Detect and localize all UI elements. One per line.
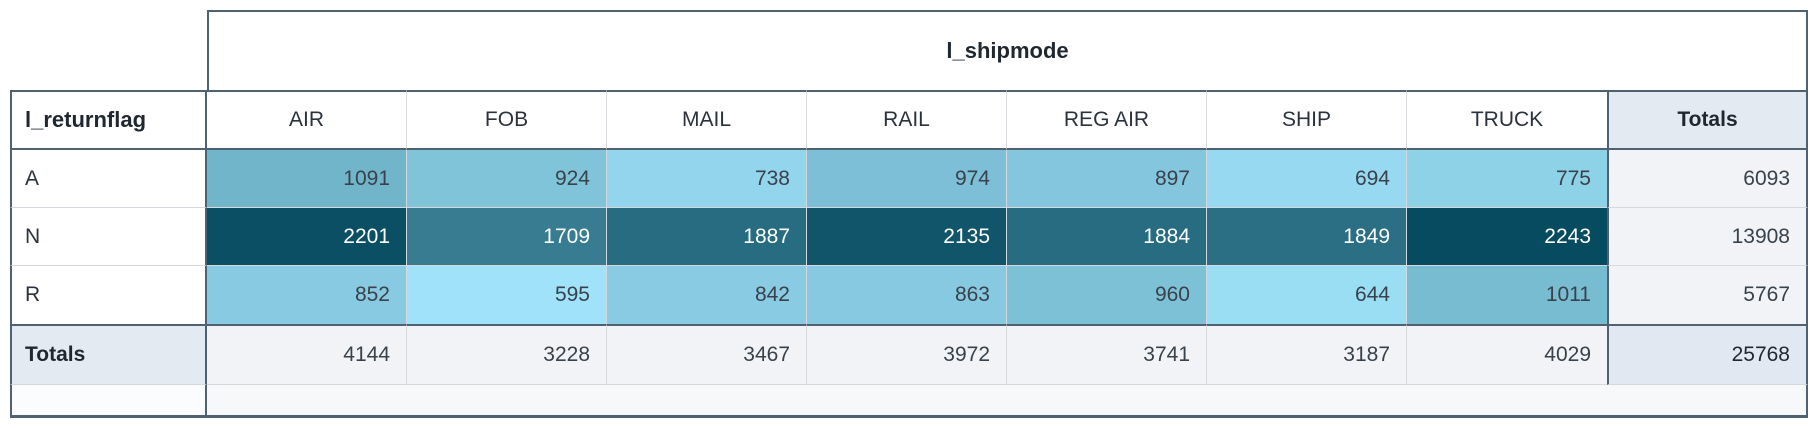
totals-row-label[interactable]: Totals	[10, 324, 207, 385]
column-header-mail[interactable]: MAIL	[607, 90, 807, 150]
heatmap-cell[interactable]: 852	[207, 266, 407, 324]
heatmap-cell[interactable]: 924	[407, 150, 607, 208]
row-label-a[interactable]: A	[10, 150, 207, 208]
column-total-cell[interactable]: 3467	[607, 324, 807, 385]
column-header-rail[interactable]: RAIL	[807, 90, 1007, 150]
heatmap-cell[interactable]: 694	[1207, 150, 1407, 208]
heatmap-cell[interactable]: 842	[607, 266, 807, 324]
pivot-table: l_shipmode l_returnflag Totals AIR FOB MAI…	[10, 10, 1808, 418]
heatmap-cell[interactable]: 1887	[607, 208, 807, 266]
column-header-air[interactable]: AIR	[207, 90, 407, 150]
column-dimension-title: l_shipmode	[207, 10, 1808, 90]
heatmap-cell[interactable]: 775	[1407, 150, 1607, 208]
row-total-cell[interactable]: 6093	[1607, 150, 1808, 208]
heatmap-cell[interactable]: 595	[407, 266, 607, 324]
heatmap-cell[interactable]: 644	[1207, 266, 1407, 324]
heatmap-cell[interactable]: 1091	[207, 150, 407, 208]
totals-column-header[interactable]: Totals	[1607, 90, 1808, 150]
column-header-ship[interactable]: SHIP	[1207, 90, 1407, 150]
heatmap-cell[interactable]: 1011	[1407, 266, 1607, 324]
footer-spacer	[207, 385, 1808, 418]
row-dimension-header: l_returnflag	[10, 90, 207, 150]
column-header-fob[interactable]: FOB	[407, 90, 607, 150]
heatmap-cell[interactable]: 738	[607, 150, 807, 208]
heatmap-cell[interactable]: 960	[1007, 266, 1207, 324]
heatmap-cell[interactable]: 2201	[207, 208, 407, 266]
heatmap-cell[interactable]: 1884	[1007, 208, 1207, 266]
column-total-cell[interactable]: 4144	[207, 324, 407, 385]
heatmap-cell[interactable]: 897	[1007, 150, 1207, 208]
column-total-cell[interactable]: 4029	[1407, 324, 1607, 385]
row-label-n[interactable]: N	[10, 208, 207, 266]
heatmap-cell[interactable]: 2243	[1407, 208, 1607, 266]
column-header-truck[interactable]: TRUCK	[1407, 90, 1607, 150]
column-total-cell[interactable]: 3187	[1207, 324, 1407, 385]
row-total-cell[interactable]: 5767	[1607, 266, 1808, 324]
row-total-cell[interactable]: 13908	[1607, 208, 1808, 266]
heatmap-cell[interactable]: 2135	[807, 208, 1007, 266]
column-total-cell[interactable]: 3972	[807, 324, 1007, 385]
column-total-cell[interactable]: 3228	[407, 324, 607, 385]
grand-total-cell[interactable]: 25768	[1607, 324, 1808, 385]
footer-label-spacer	[10, 385, 207, 418]
row-label-r[interactable]: R	[10, 266, 207, 324]
heatmap-cell[interactable]: 1849	[1207, 208, 1407, 266]
heatmap-cell[interactable]: 863	[807, 266, 1007, 324]
column-header-reg-air[interactable]: REG AIR	[1007, 90, 1207, 150]
heatmap-cell[interactable]: 1709	[407, 208, 607, 266]
heatmap-cell[interactable]: 974	[807, 150, 1007, 208]
column-total-cell[interactable]: 3741	[1007, 324, 1207, 385]
